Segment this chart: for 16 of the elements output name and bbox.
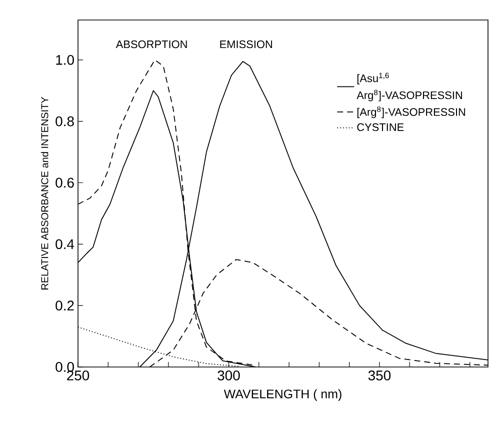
- annotation: ABSORPTION: [116, 40, 187, 48]
- y-tick-label: 0.4: [56, 239, 74, 250]
- legend-label: [Arg$^{8}$]-VASOPRESSIN: [357, 106, 466, 118]
- y-tick-label: 0.6: [56, 178, 74, 188]
- y-tick-label: 0.2: [56, 300, 74, 311]
- y-axis-title: RELATIVE ABSORBANCE and INTENSITY: [40, 96, 48, 290]
- annotation: EMISSION: [220, 40, 272, 48]
- text: [Asu$^{1,6}$ Arg$^{8}$]-VASOPRESSIN: [356, 72, 462, 102]
- y-tick-label: 0.0: [56, 362, 74, 372]
- legend-label: CYSTINE: [357, 123, 404, 132]
- x-tick-label: 350: [368, 370, 391, 380]
- y-tick-label: 0.8: [56, 116, 74, 126]
- x-axis-title: WAVELENGTH ( nm): [224, 389, 342, 401]
- x-tick-label: 250: [67, 370, 90, 380]
- x-tick-label: 300: [218, 370, 240, 380]
- y-tick-label: 1.0: [56, 54, 74, 65]
